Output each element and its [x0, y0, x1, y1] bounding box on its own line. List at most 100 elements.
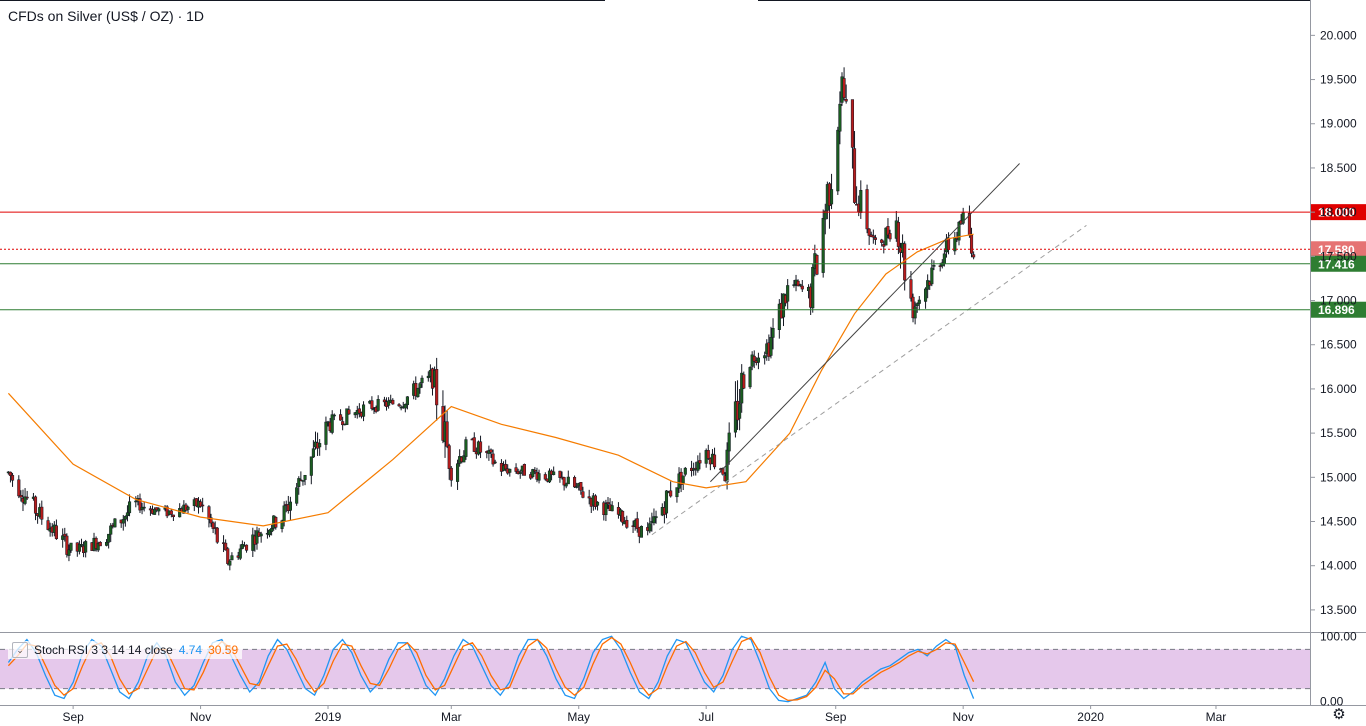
candle[interactable] [867, 228, 871, 245]
candle[interactable] [821, 209, 825, 278]
candle[interactable] [54, 519, 58, 540]
candle[interactable] [270, 524, 274, 536]
candle[interactable] [23, 488, 27, 506]
candle[interactable] [77, 540, 81, 555]
candle[interactable] [207, 505, 211, 528]
candle[interactable] [886, 218, 890, 239]
candle[interactable] [140, 502, 144, 515]
candle[interactable] [675, 487, 679, 503]
candle[interactable] [564, 482, 568, 489]
candle[interactable] [504, 459, 508, 472]
candle[interactable] [547, 468, 552, 484]
candle[interactable] [873, 234, 877, 245]
candle[interactable] [69, 542, 73, 553]
candle[interactable] [63, 527, 67, 542]
candle[interactable] [435, 357, 439, 421]
candle[interactable] [357, 403, 361, 418]
candle[interactable] [537, 469, 541, 484]
candle[interactable] [142, 501, 146, 512]
candle[interactable] [771, 318, 775, 350]
trend-line-2[interactable] [651, 224, 1087, 536]
candle[interactable] [405, 396, 409, 410]
candle[interactable] [303, 474, 307, 486]
candle[interactable] [796, 279, 800, 287]
candle[interactable] [301, 480, 305, 486]
candle[interactable] [426, 371, 430, 382]
candle[interactable] [121, 514, 125, 531]
candle[interactable] [96, 541, 100, 553]
candle[interactable] [579, 482, 583, 495]
candle[interactable] [913, 301, 917, 325]
candle[interactable] [664, 490, 669, 519]
candle[interactable] [508, 468, 512, 477]
candle[interactable] [309, 456, 313, 485]
candle[interactable] [370, 396, 374, 411]
candle[interactable] [472, 432, 476, 453]
gear-icon[interactable]: ⚙ [1332, 706, 1346, 723]
candle[interactable] [297, 476, 301, 495]
candle[interactable] [403, 403, 407, 413]
candle[interactable] [345, 408, 349, 425]
candle[interactable] [169, 508, 173, 518]
candle[interactable] [587, 489, 591, 505]
candle[interactable] [489, 448, 493, 458]
candle[interactable] [727, 422, 731, 465]
candle[interactable] [445, 410, 449, 449]
candle[interactable] [932, 260, 936, 271]
candle[interactable] [224, 539, 228, 551]
candle[interactable] [215, 527, 219, 544]
candle[interactable] [888, 229, 892, 242]
candle[interactable] [209, 513, 213, 527]
candle[interactable] [924, 287, 928, 309]
candle[interactable] [850, 99, 854, 169]
candle[interactable] [65, 533, 69, 558]
candle[interactable] [531, 468, 535, 479]
candle[interactable] [769, 326, 773, 359]
candle[interactable] [67, 544, 71, 562]
candle[interactable] [230, 552, 234, 561]
candle[interactable] [17, 475, 21, 499]
candle[interactable] [552, 466, 556, 476]
candle[interactable] [957, 221, 961, 246]
candle[interactable] [639, 525, 643, 538]
candle[interactable] [522, 463, 526, 476]
candle[interactable] [153, 507, 157, 515]
candle[interactable] [238, 544, 242, 561]
candle[interactable] [652, 508, 656, 526]
candle[interactable] [896, 216, 900, 255]
candle[interactable] [698, 452, 702, 470]
candle[interactable] [244, 544, 249, 553]
candle[interactable] [79, 538, 84, 548]
candle[interactable] [842, 67, 846, 101]
candle[interactable] [40, 500, 44, 525]
candle[interactable] [109, 523, 113, 542]
candle[interactable] [683, 466, 687, 477]
candle[interactable] [692, 462, 696, 476]
candle[interactable] [756, 352, 760, 370]
candle[interactable] [581, 486, 585, 499]
candle[interactable] [259, 531, 263, 543]
candle[interactable] [84, 539, 88, 558]
candle[interactable] [19, 490, 23, 502]
candle[interactable] [829, 173, 834, 210]
candle[interactable] [46, 516, 50, 531]
candle[interactable] [798, 283, 802, 288]
candle[interactable] [621, 510, 625, 526]
candle[interactable] [376, 395, 380, 412]
candle[interactable] [332, 413, 336, 421]
candle[interactable] [125, 505, 129, 522]
candle[interactable] [865, 184, 869, 234]
candle[interactable] [98, 541, 102, 547]
candle[interactable] [606, 497, 610, 509]
candle[interactable] [211, 521, 215, 534]
candle[interactable] [738, 388, 742, 431]
candle[interactable] [347, 405, 351, 415]
stoch-k-line[interactable] [7, 635, 975, 703]
candle[interactable] [361, 401, 366, 422]
candle[interactable] [255, 526, 259, 550]
candle[interactable] [706, 444, 710, 461]
candle[interactable] [138, 493, 142, 513]
candle[interactable] [10, 472, 15, 487]
candle[interactable] [330, 410, 334, 435]
candle[interactable] [456, 459, 460, 490]
